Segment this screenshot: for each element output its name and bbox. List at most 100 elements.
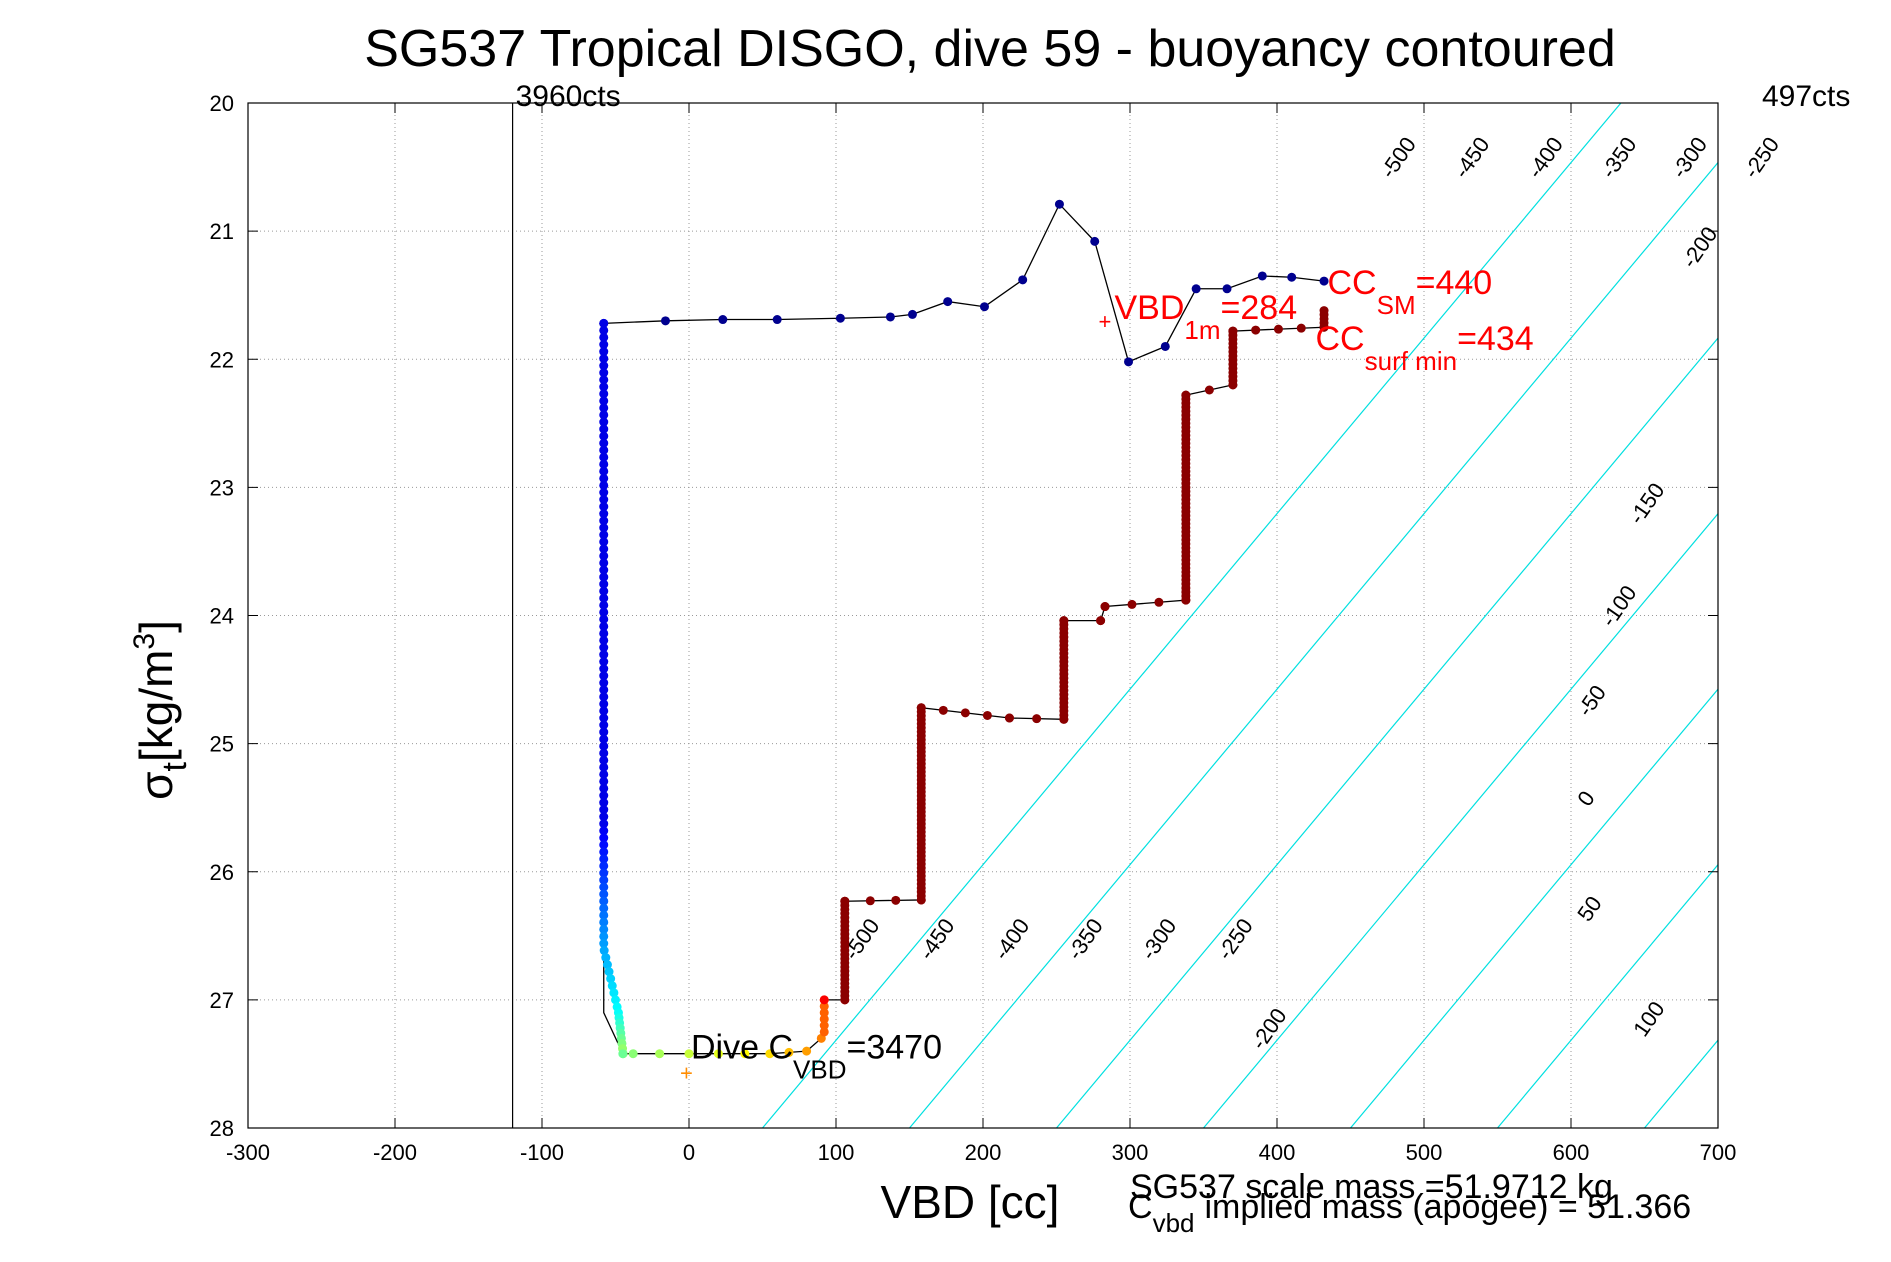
contour-line-5: [1497, 863, 1718, 1128]
bottom-point-127: [628, 1049, 638, 1059]
ascent-vertical-point-46: [599, 509, 609, 519]
ascent-vertical-point-109: [601, 953, 611, 963]
ascent-vertical-point-61: [599, 614, 609, 624]
ascent-vertical-point-107: [599, 939, 609, 948]
x-axis-label: VBD [cc]: [881, 1176, 1060, 1228]
ascent-point-15: [1222, 284, 1232, 294]
descent-point-259: [1100, 602, 1110, 612]
ascent-vertical-point-84: [599, 776, 609, 786]
ascent-point-3: [772, 315, 782, 325]
ascent-vertical-point-71: [599, 685, 609, 695]
bottom-point-132: [765, 1049, 775, 1059]
ascent-vertical-point-80: [599, 748, 609, 758]
ascent-vertical-point-39: [599, 459, 609, 469]
chart-title: SG537 Tropical DISGO, dive 59 - buoyancy…: [364, 20, 1616, 78]
ascent-vertical-point-91: [599, 826, 609, 836]
ascent-vertical-point-68: [599, 664, 609, 674]
y-tick-label-7: 27: [210, 988, 234, 1013]
ascent-vertical-point-57: [599, 586, 609, 596]
ascent-vertical-point-26: [599, 368, 609, 378]
annotation-vbd1m: VBD1m=284: [1114, 289, 1297, 345]
ascent-vertical-point-99: [599, 882, 609, 892]
turn-point-140: [819, 1021, 829, 1030]
bottom-point-126: [618, 1049, 628, 1059]
contour-label-18: -250: [1212, 914, 1258, 964]
ascent-vertical-point-41: [599, 473, 609, 483]
descent-point-169: [840, 896, 850, 906]
bottom-point-128: [655, 1049, 665, 1059]
ascent-vertical-point-70: [599, 678, 609, 688]
ascent-point-14: [1191, 284, 1201, 294]
ascent-vertical-point-29: [599, 389, 609, 399]
contour-line-0: [762, 103, 1622, 1128]
y-tick-label-3: 23: [210, 475, 234, 500]
ascent-point-7: [943, 297, 953, 307]
turn-point-139: [819, 1014, 829, 1024]
vbd1m-marker: +: [1098, 309, 1111, 334]
ascent-point-13: [1160, 341, 1170, 351]
ascent-vertical-point-36: [599, 438, 609, 448]
bottom-point-131: [740, 1049, 750, 1059]
contour-label-6: -200: [1677, 222, 1723, 272]
ascent-vertical-point-108: [599, 946, 609, 956]
ascent-vertical-point-21: [599, 332, 609, 342]
count-label-right: 497cts: [1762, 80, 1850, 113]
descent-point-225: [982, 710, 992, 720]
ascent-vertical-point-105: [599, 924, 609, 934]
y-axis-label: σt[kg/m3]: [128, 620, 194, 800]
x-tick-label-10: 700: [1700, 1140, 1737, 1165]
descent-point-171: [891, 895, 901, 905]
ascent-vertical-point-76: [599, 720, 609, 730]
ascent-vertical-point-79: [599, 741, 609, 751]
y-tick-label-1: 21: [210, 219, 234, 244]
buoyancy-contours: [762, 103, 1718, 1128]
y-tick-label-6: 26: [210, 860, 234, 885]
ascent-vertical-point-23: [599, 347, 609, 357]
ascent-vertical-point-66: [599, 650, 609, 660]
divec-marker: +: [680, 1061, 693, 1086]
contour-label-10: 0: [1572, 786, 1600, 810]
descent-point-224: [960, 708, 970, 718]
ascent-vertical-point-50: [599, 537, 609, 547]
ascent-vertical-point-112: [606, 974, 616, 984]
contour-label-0: -500: [1375, 132, 1421, 182]
x-tick-label-3: 0: [683, 1140, 695, 1165]
contour-label-11: 50: [1572, 891, 1607, 925]
contour-line-3: [1203, 512, 1718, 1128]
ascent-vertical-point-19: [599, 318, 609, 328]
descent-point-142: [819, 995, 829, 1005]
ascent-vertical-point-87: [599, 798, 609, 808]
scale-mass-label: SG537 scale mass =51.9712 kg: [1130, 1168, 1613, 1206]
ascent-vertical-point-89: [599, 812, 609, 822]
ascent-vertical-point-60: [599, 607, 609, 617]
descent-point-223: [938, 705, 948, 715]
ascent-vertical-point-37: [599, 445, 609, 455]
y-tick-label-8: 28: [210, 1116, 234, 1141]
x-tick-label-5: 200: [965, 1140, 1002, 1165]
x-tick-label-6: 300: [1112, 1140, 1149, 1165]
ascent-vertical-point-31: [599, 403, 609, 413]
ascent-vertical-point-95: [599, 854, 609, 864]
ascent-point-12: [1124, 357, 1134, 367]
ascent-vertical-point-77: [599, 727, 609, 737]
y-tick-label-5: 25: [210, 732, 234, 757]
ascent-point-16: [1257, 271, 1267, 281]
ascent-vertical-point-33: [599, 417, 609, 427]
ascent-vertical-point-93: [599, 840, 609, 850]
ascent-vertical-point-30: [599, 396, 609, 406]
descent-point-334: [1273, 324, 1283, 334]
profile-polyline: [603, 203, 1325, 1055]
ascent-vertical-point-55: [599, 572, 609, 582]
contour-label-16: -350: [1062, 914, 1108, 964]
x-tick-label-1: -200: [373, 1140, 417, 1165]
descent-point-332: [1228, 326, 1238, 336]
ascent-vertical-point-72: [599, 692, 609, 702]
annotation-ccsurf: CCsurf min=434: [1316, 320, 1534, 376]
ascent-vertical-point-52: [599, 551, 609, 561]
ascent-vertical-point-58: [599, 593, 609, 603]
ascent-vertical-point-65: [599, 643, 609, 653]
contour-label-17: -300: [1136, 914, 1182, 964]
ascent-vertical-point-78: [599, 734, 609, 744]
ascent-vertical-point-59: [599, 600, 609, 610]
ascent-vertical-point-106: [599, 931, 609, 941]
